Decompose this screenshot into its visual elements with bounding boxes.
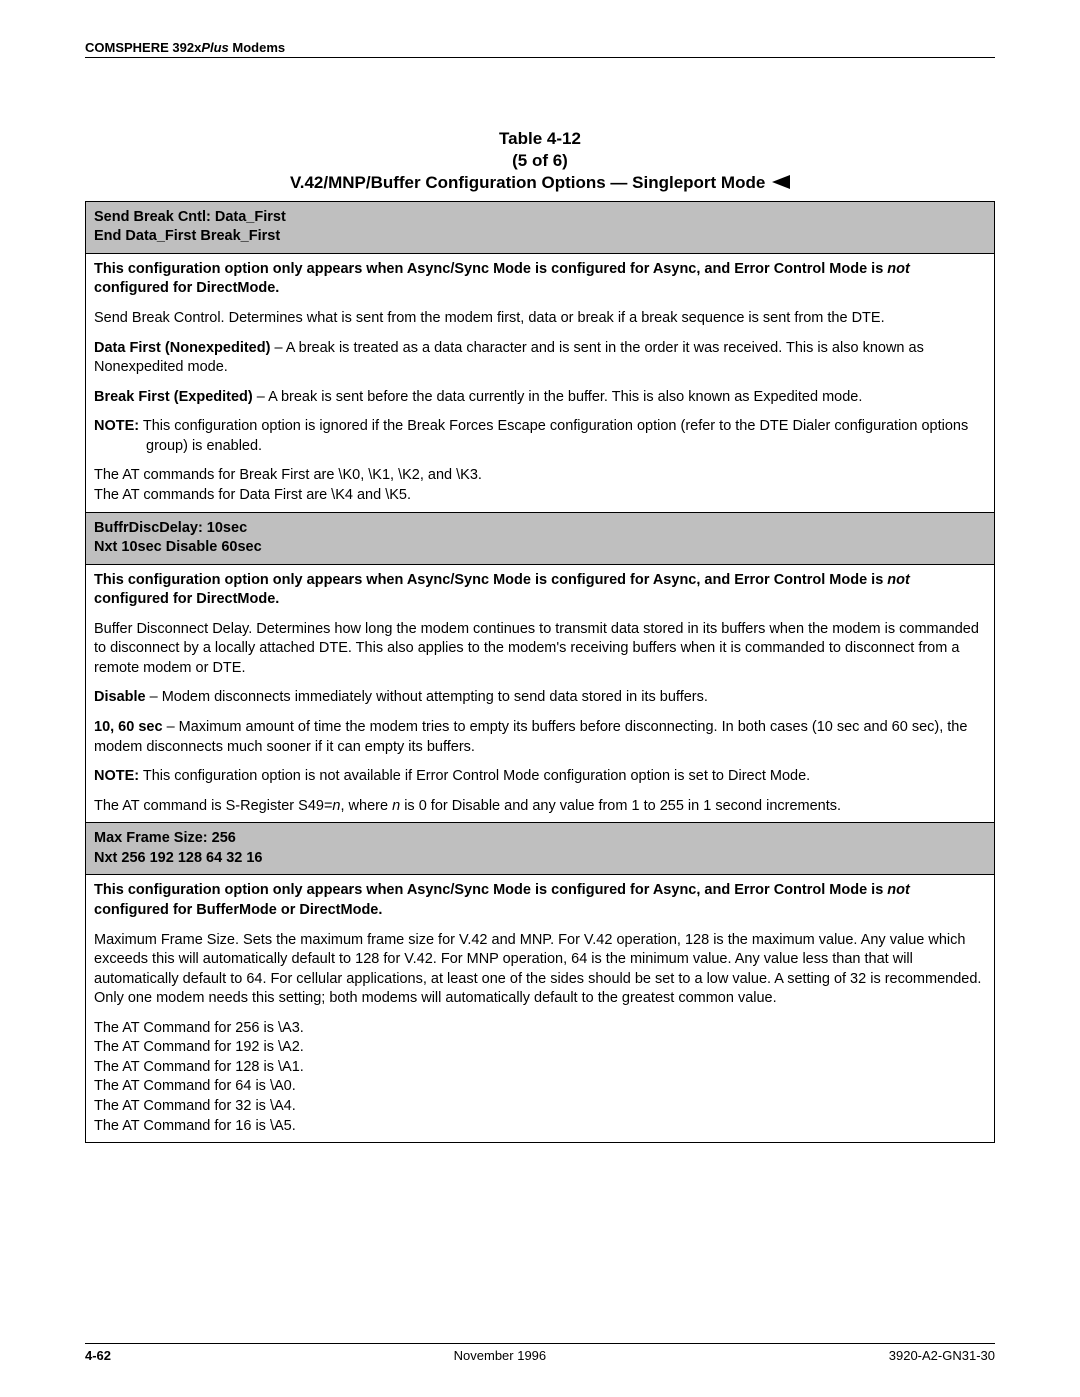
s2-note: NOTE: This configuration option is not a… (94, 767, 986, 787)
s1-p3b: – A break is sent before the data curren… (253, 389, 863, 405)
s3-cond-not: not (887, 882, 910, 898)
section1-header: Send Break Cntl: Data_First End Data_Fir… (86, 201, 995, 253)
section3-hdr-l1: Max Frame Size: 256 (94, 829, 986, 849)
s2-at-a: The AT command is S-Register S49= (94, 798, 332, 814)
s2-p3a: 10, 60 sec (94, 719, 163, 735)
s1-p2: Data First (Nonexpedited) – A break is t… (94, 339, 986, 378)
s1-cond-b: configured for DirectMode. (94, 280, 279, 296)
s3-at2: The AT Command for 192 is \A2. (94, 1039, 304, 1055)
s1-at2: The AT commands for Data First are \K4 a… (94, 487, 411, 503)
header-suffix: Modems (229, 40, 285, 55)
s2-p2: Disable – Modem disconnects immediately … (94, 688, 986, 708)
s2-note-txt: This configuration option is not availab… (139, 768, 810, 784)
s2-at-n1: n (332, 798, 340, 814)
title-line1: Table 4-12 (85, 128, 995, 150)
s3-at6: The AT Command for 16 is \A5. (94, 1118, 296, 1134)
page: COMSPHERE 392xPlus Modems Table 4-12 (5 … (0, 0, 1080, 1397)
s3-at: The AT Command for 256 is \A3. The AT Co… (94, 1019, 986, 1136)
s3-cond-a: This configuration option only appears w… (94, 882, 887, 898)
section2-hdr-l2: Nxt 10sec Disable 60sec (94, 538, 986, 558)
config-table: Send Break Cntl: Data_First End Data_Fir… (85, 201, 995, 1143)
s1-note: NOTE: This configuration option is ignor… (94, 417, 986, 456)
table-title: Table 4-12 (5 of 6) V.42/MNP/Buffer Conf… (85, 128, 995, 195)
s3-p1: Maximum Frame Size. Sets the maximum fra… (94, 931, 986, 1009)
s3-at5: The AT Command for 32 is \A4. (94, 1098, 296, 1114)
section2-header: BuffrDiscDelay: 10sec Nxt 10sec Disable … (86, 512, 995, 564)
header-italic: Plus (201, 40, 228, 55)
s2-p2a: Disable (94, 689, 146, 705)
title-line3: V.42/MNP/Buffer Configuration Options — … (85, 172, 995, 195)
section2-hdr-l1: BuffrDiscDelay: 10sec (94, 519, 986, 539)
footer-page: 4-62 (85, 1348, 111, 1363)
section1-condition: This configuration option only appears w… (94, 260, 986, 299)
footer-date: November 1996 (454, 1348, 547, 1363)
s1-p1: Send Break Control. Determines what is s… (94, 309, 986, 329)
s2-note-lbl: NOTE: (94, 768, 139, 784)
s2-p1: Buffer Disconnect Delay. Determines how … (94, 620, 986, 679)
s1-note-txt: This configuration option is ignored if … (139, 418, 968, 454)
s2-p3: 10, 60 sec – Maximum amount of time the … (94, 718, 986, 757)
s2-p2b: – Modem disconnects immediately without … (146, 689, 708, 705)
section1-hdr-l1: Send Break Cntl: Data_First (94, 208, 986, 228)
s1-note-lbl: NOTE: (94, 418, 139, 434)
s3-at1: The AT Command for 256 is \A3. (94, 1020, 304, 1036)
s1-p3: Break First (Expedited) – A break is sen… (94, 388, 986, 408)
s1-at: The AT commands for Break First are \K0,… (94, 466, 986, 505)
s3-cond-b: configured for BufferMode or DirectMode. (94, 902, 382, 918)
s2-cond-b: configured for DirectMode. (94, 591, 279, 607)
section3-condition: This configuration option only appears w… (94, 881, 986, 920)
title-line2: (5 of 6) (85, 150, 995, 172)
s2-at-b: , where (341, 798, 393, 814)
s2-at-n2: n (392, 798, 400, 814)
s1-cond-not: not (887, 261, 910, 277)
page-header: COMSPHERE 392xPlus Modems (85, 40, 995, 58)
s1-at1: The AT commands for Break First are \K0,… (94, 467, 482, 483)
s1-cond-a: This configuration option only appears w… (94, 261, 887, 277)
section1-body: This configuration option only appears w… (86, 253, 995, 512)
title-line3-text: V.42/MNP/Buffer Configuration Options — … (290, 173, 765, 192)
s2-at-c: is 0 for Disable and any value from 1 to… (400, 798, 841, 814)
s2-cond-a: This configuration option only appears w… (94, 572, 887, 588)
s3-at4: The AT Command for 64 is \A0. (94, 1078, 296, 1094)
section2-condition: This configuration option only appears w… (94, 571, 986, 610)
left-arrow-icon (772, 173, 790, 195)
section3-body: This configuration option only appears w… (86, 875, 995, 1143)
section3-hdr-l2: Nxt 256 192 128 64 32 16 (94, 849, 986, 869)
footer-docnum: 3920-A2-GN31-30 (889, 1348, 995, 1363)
section3-header: Max Frame Size: 256 Nxt 256 192 128 64 3… (86, 823, 995, 875)
section1-hdr-l2: End Data_First Break_First (94, 227, 986, 247)
header-prefix: COMSPHERE 392x (85, 40, 201, 55)
section2-body: This configuration option only appears w… (86, 564, 995, 823)
s3-at3: The AT Command for 128 is \A1. (94, 1059, 304, 1075)
s2-p3b: – Maximum amount of time the modem tries… (94, 719, 967, 755)
s2-cond-not: not (887, 572, 910, 588)
s1-p2a: Data First (Nonexpedited) (94, 340, 270, 356)
page-footer: 4-62 November 1996 3920-A2-GN31-30 (85, 1343, 995, 1363)
s1-p3a: Break First (Expedited) (94, 389, 253, 405)
s2-at: The AT command is S-Register S49=n, wher… (94, 797, 986, 817)
